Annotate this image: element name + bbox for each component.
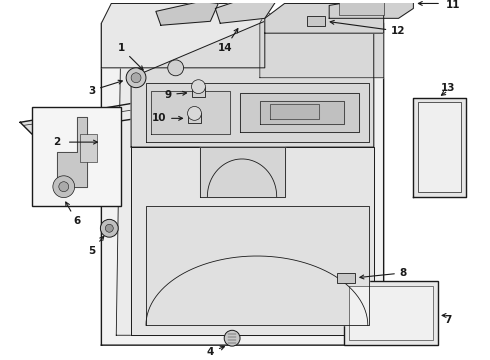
Polygon shape [131, 147, 374, 335]
Bar [32, 107, 121, 207]
Polygon shape [270, 104, 319, 119]
Text: 10: 10 [151, 113, 183, 123]
Text: 4: 4 [207, 346, 224, 357]
Text: 5: 5 [88, 236, 104, 256]
Polygon shape [101, 8, 384, 345]
Circle shape [53, 176, 74, 198]
Polygon shape [146, 83, 369, 142]
Polygon shape [260, 13, 384, 78]
Text: 12: 12 [330, 21, 406, 36]
Text: 9: 9 [164, 90, 187, 100]
Polygon shape [265, 4, 384, 33]
Text: 2: 2 [53, 137, 60, 147]
Text: 11: 11 [446, 0, 460, 10]
Bar [188, 113, 201, 123]
Polygon shape [146, 207, 369, 325]
Polygon shape [151, 91, 230, 134]
Text: 8: 8 [360, 268, 407, 279]
Bar [344, 281, 438, 345]
Circle shape [59, 182, 69, 192]
Bar [79, 134, 98, 162]
Polygon shape [57, 117, 87, 187]
Bar [339, 0, 384, 15]
Text: 6: 6 [66, 202, 80, 226]
Circle shape [192, 80, 205, 94]
Polygon shape [20, 93, 220, 134]
Polygon shape [116, 13, 374, 335]
Polygon shape [240, 93, 359, 132]
Text: 3: 3 [88, 80, 122, 96]
Circle shape [131, 73, 141, 83]
Polygon shape [215, 0, 280, 23]
Polygon shape [329, 0, 414, 18]
Bar [192, 87, 205, 96]
Bar [418, 103, 461, 192]
Circle shape [100, 219, 118, 237]
Bar [337, 273, 355, 283]
Text: 1: 1 [118, 43, 143, 70]
Circle shape [168, 60, 184, 76]
Polygon shape [200, 147, 285, 197]
Polygon shape [131, 13, 374, 147]
Polygon shape [156, 1, 218, 25]
Circle shape [224, 330, 240, 346]
Polygon shape [414, 98, 466, 197]
Circle shape [105, 224, 113, 232]
Bar [307, 16, 325, 26]
Polygon shape [101, 4, 265, 68]
Text: 7: 7 [444, 315, 452, 325]
Circle shape [126, 68, 146, 87]
Circle shape [188, 107, 201, 120]
Text: 13: 13 [441, 83, 455, 93]
Bar [349, 286, 433, 340]
Polygon shape [260, 100, 344, 124]
Text: 14: 14 [218, 28, 238, 53]
